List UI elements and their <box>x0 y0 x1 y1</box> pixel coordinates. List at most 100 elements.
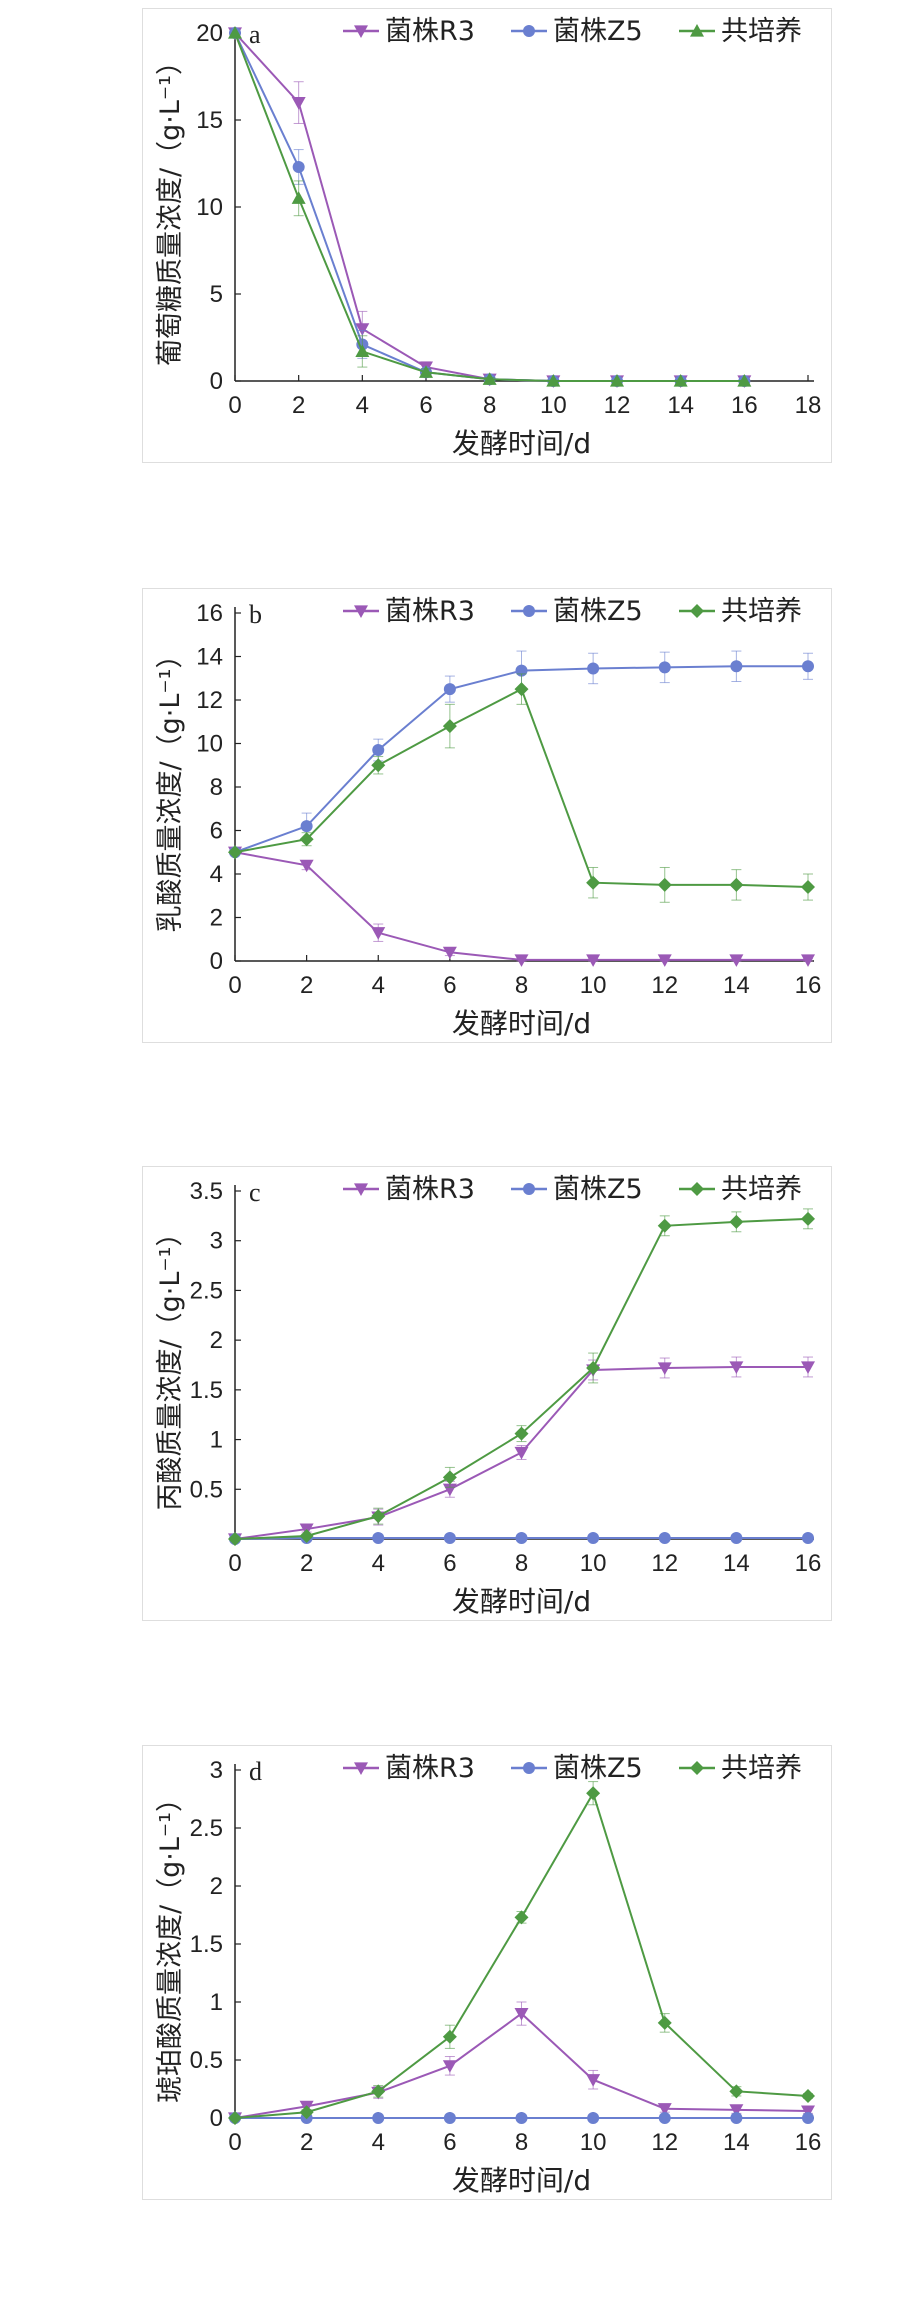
series-line <box>234 851 808 961</box>
x-tick-label: 14 <box>723 972 750 999</box>
series-group <box>228 1781 815 2125</box>
y-tick-label: 5 <box>210 281 223 308</box>
data-point <box>801 954 815 967</box>
data-point <box>657 2015 672 2030</box>
series-group <box>228 1208 815 1546</box>
x-tick-label: 12 <box>651 1550 678 1577</box>
legend-marker <box>354 1762 368 1775</box>
y-tick-label: 1 <box>210 1427 223 1454</box>
x-tick-label: 14 <box>667 392 694 419</box>
legend-item: 共培养 <box>679 596 802 627</box>
legend-item: 菌株Z5 <box>511 1174 643 1205</box>
y-tick-label: 8 <box>210 774 223 801</box>
data-point <box>586 2074 601 2087</box>
data-point <box>737 374 752 387</box>
y-tick-label: 0.5 <box>190 2047 223 2074</box>
data-point <box>586 875 601 890</box>
data-point <box>355 323 370 336</box>
x-tick-label: 10 <box>580 972 607 999</box>
data-point <box>299 2105 314 2120</box>
x-tick-label: 12 <box>651 2129 678 2156</box>
x-tick-label: 16 <box>795 1550 822 1577</box>
data-point <box>291 191 306 204</box>
series-group <box>228 27 752 388</box>
legend-label: 菌株R3 <box>385 596 475 627</box>
series-group <box>228 1356 815 1546</box>
y-tick-label: 15 <box>196 107 223 134</box>
data-point <box>514 1446 529 1460</box>
legend-marker <box>690 1761 704 1775</box>
legend-item: 共培养 <box>679 1753 802 1784</box>
y-tick-label: 10 <box>196 194 223 221</box>
x-tick-label: 6 <box>443 2129 456 2156</box>
series-line <box>234 1790 809 2119</box>
x-tick-label: 8 <box>515 2129 528 2156</box>
data-point <box>228 26 242 39</box>
x-tick-label: 12 <box>604 392 631 419</box>
x-axis-label: 发酵时间/d <box>452 2164 591 2197</box>
x-tick-label: 16 <box>731 392 758 419</box>
data-point <box>801 1211 815 1226</box>
legend-label: 菌株Z5 <box>553 596 643 627</box>
series-group <box>228 673 815 903</box>
data-point <box>657 877 672 892</box>
data-point <box>546 374 561 387</box>
x-tick-label: 2 <box>300 972 313 999</box>
data-point <box>586 1786 601 1801</box>
x-tick-label: 4 <box>372 2129 385 2156</box>
data-point <box>673 374 688 387</box>
data-point <box>515 1532 528 1545</box>
data-point <box>482 372 497 385</box>
legend-marker <box>690 24 704 37</box>
legend-marker <box>354 1183 368 1196</box>
series-line <box>234 32 745 382</box>
y-tick-label: 2.5 <box>190 1277 223 1304</box>
data-point <box>355 344 370 358</box>
data-point <box>657 954 672 967</box>
data-point <box>371 927 386 940</box>
data-point <box>442 719 457 734</box>
data-point <box>228 2111 242 2125</box>
data-point <box>291 97 306 110</box>
series-line <box>234 1217 809 1540</box>
data-point <box>801 2088 815 2103</box>
legend-label: 共培养 <box>721 596 802 627</box>
legend-marker <box>523 1762 535 1774</box>
data-point <box>802 1532 814 1545</box>
x-tick-label: 4 <box>372 972 385 999</box>
y-tick-label: 1 <box>210 1989 223 2016</box>
data-point <box>515 2112 528 2124</box>
y-axis-label: 琥珀酸质量浓度/（g·L⁻¹） <box>155 1785 186 2103</box>
x-tick-label: 14 <box>723 2129 750 2156</box>
data-point <box>372 2112 385 2124</box>
data-point <box>371 758 386 773</box>
data-point <box>299 859 314 873</box>
y-tick-label: 14 <box>196 644 223 671</box>
y-axis-label: 丙酸质量浓度/（g·L⁻¹） <box>155 1220 186 1511</box>
y-tick-label: 2.5 <box>190 1815 223 1842</box>
legend-label: 共培养 <box>721 16 802 47</box>
data-point <box>586 1360 601 1375</box>
x-tick-label: 2 <box>292 392 305 419</box>
x-tick-label: 10 <box>580 2129 607 2156</box>
data-point <box>730 660 743 673</box>
y-tick-label: 3 <box>210 1757 223 1784</box>
data-point <box>514 1910 529 1925</box>
data-point <box>730 2112 743 2124</box>
legend-marker <box>690 1182 704 1196</box>
y-tick-label: 3 <box>210 1228 223 1255</box>
data-point <box>801 880 815 895</box>
chart-svg-a: 0 2 4 6 8 10 12 14 16 18 0 5 10 15 20 发酵时间/d 葡萄糖质量浓度/（g·… <box>155 16 821 460</box>
legend-item: 共培养 <box>679 16 802 47</box>
legend-marker <box>523 1183 535 1195</box>
y-tick-label: 2 <box>210 1327 223 1354</box>
legend-label: 菌株R3 <box>385 1174 475 1205</box>
y-tick-label: 1.5 <box>190 1377 223 1404</box>
y-tick-label: 20 <box>196 20 223 47</box>
legend-marker <box>690 604 704 618</box>
x-tick-label: 0 <box>228 2129 241 2156</box>
data-point <box>802 2112 814 2124</box>
x-axis-label: 发酵时间/d <box>452 1007 591 1040</box>
legend-item: 菌株R3 <box>343 1753 475 1784</box>
data-point <box>729 954 744 967</box>
